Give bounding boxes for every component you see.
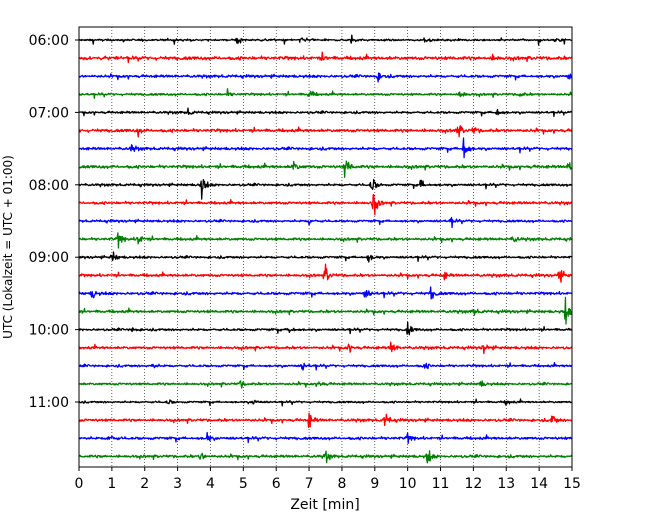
trace-row-1015 bbox=[78, 341, 573, 355]
y-tick-label: 08:00 bbox=[29, 178, 69, 194]
x-tick-label: 15 bbox=[563, 476, 581, 492]
trace-row-1115 bbox=[78, 412, 573, 428]
x-tick-label: 11 bbox=[432, 476, 450, 492]
x-tick-label: 10 bbox=[399, 476, 417, 492]
x-tick-label: 12 bbox=[464, 476, 482, 492]
trace-row-0700 bbox=[78, 107, 573, 118]
x-tick-label: 5 bbox=[239, 476, 248, 492]
trace-row-0945 bbox=[78, 296, 573, 325]
trace-row-0800 bbox=[78, 178, 573, 200]
x-tick-label: 0 bbox=[75, 476, 84, 492]
x-axis-label: Zeit [min] bbox=[290, 497, 359, 513]
trace-row-0900 bbox=[78, 251, 573, 263]
traces bbox=[78, 34, 573, 464]
x-tick-label: 14 bbox=[530, 476, 548, 492]
trace-row-1100 bbox=[78, 398, 573, 407]
x-tick-label: 9 bbox=[370, 476, 379, 492]
x-tick-label: 8 bbox=[337, 476, 346, 492]
trace-row-1145 bbox=[78, 450, 573, 464]
y-axis: 06:00 07:00 08:00 09:00 10:00 11:00 bbox=[29, 33, 79, 411]
trace-row-0715 bbox=[78, 125, 573, 138]
trace-row-0645 bbox=[78, 88, 573, 99]
trace-row-0730 bbox=[78, 137, 573, 159]
trace-row-0630 bbox=[78, 72, 573, 83]
trace-row-0830 bbox=[78, 216, 573, 229]
trace-row-0615 bbox=[78, 51, 573, 64]
x-tick-label: 3 bbox=[173, 476, 182, 492]
x-tick-label: 7 bbox=[305, 476, 314, 492]
trace-row-0600 bbox=[78, 34, 573, 46]
x-tick-label: 4 bbox=[206, 476, 215, 492]
x-tick-label: 6 bbox=[272, 476, 281, 492]
y-tick-label: 06:00 bbox=[29, 33, 69, 49]
trace-row-1000 bbox=[78, 321, 573, 336]
trace-row-1030 bbox=[78, 361, 573, 371]
trace-row-0915 bbox=[78, 263, 573, 283]
trace-row-1045 bbox=[78, 380, 573, 389]
trace-row-0930 bbox=[78, 286, 573, 300]
trace-row-1130 bbox=[78, 431, 573, 444]
y-tick-label: 10:00 bbox=[29, 323, 69, 339]
y-tick-label: 11:00 bbox=[29, 395, 69, 411]
plot-frame bbox=[78, 26, 573, 468]
trace-row-0745 bbox=[78, 160, 573, 178]
x-tick-label: 2 bbox=[140, 476, 149, 492]
x-tick-label: 13 bbox=[497, 476, 515, 492]
x-tick-label: 1 bbox=[107, 476, 116, 492]
x-axis: 0 1 2 3 4 5 6 7 8 9 10 11 12 13 14 15 bbox=[75, 467, 581, 492]
trace-row-0815 bbox=[78, 193, 573, 216]
y-tick-label: 09:00 bbox=[29, 250, 69, 266]
grid bbox=[111, 27, 540, 467]
y-tick-label: 07:00 bbox=[29, 105, 69, 121]
y-axis-label: UTC (Lokalzeit = UTC + 01:00) bbox=[1, 155, 15, 339]
trace-row-0845 bbox=[78, 232, 573, 249]
